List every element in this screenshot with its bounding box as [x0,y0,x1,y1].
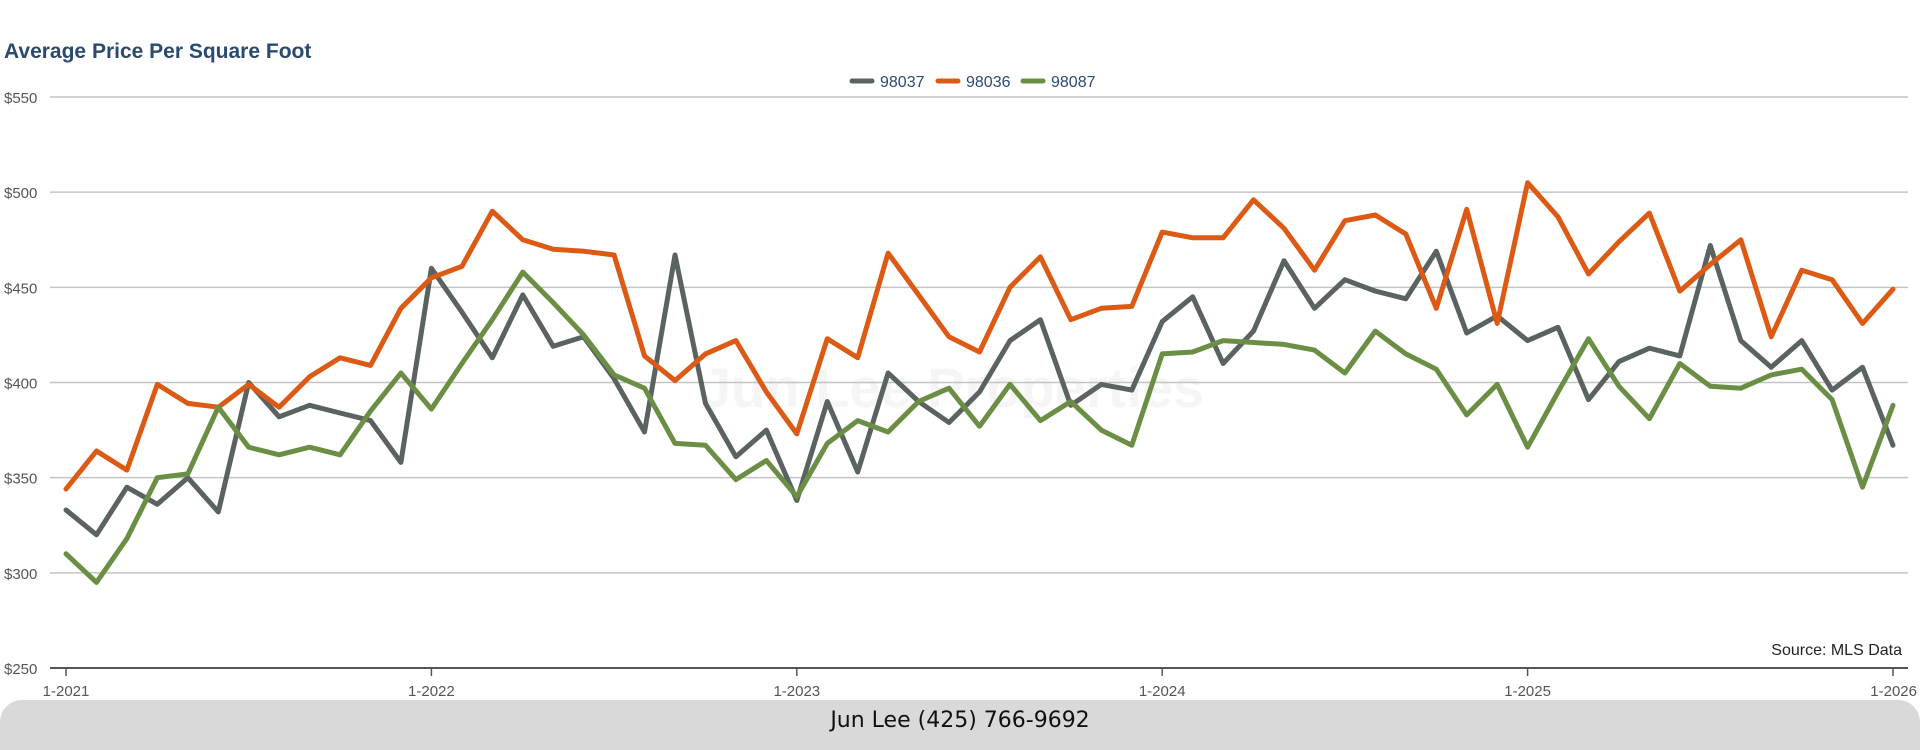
series-line-98037 [63,243,1896,538]
y-tick-label: $250 [4,661,37,678]
footer-contact-text: Jun Lee (425) 766-9692 [830,708,1090,733]
grid-lines [50,96,1908,574]
y-tick-label: $400 [4,376,37,393]
x-tick-label: 1-2023 [773,683,820,700]
y-tick-label: $500 [4,185,37,202]
legend-label: 98037 [880,74,925,91]
y-tick-label: $300 [4,566,37,583]
footer-contact-bar: Jun Lee (425) 766-9692 [0,700,1920,750]
series-line-98036 [63,180,1896,492]
x-tick-label: 1-2026 [1870,683,1917,700]
chart-title: Average Price Per Square Foot [4,40,312,63]
y-tick-label: $550 [4,90,37,107]
x-tick-label: 1-2025 [1504,683,1551,700]
source-label: Source: MLS Data [1771,642,1902,659]
x-tick-label: 1-2022 [408,683,455,700]
y-tick-label: $350 [4,471,37,488]
legend-label: 98036 [966,74,1011,91]
y-tick-label: $450 [4,280,37,297]
line-chart: $250 $300 $350 $400 $450 $500 $550 1-2021 1-2022… [4,74,1917,700]
x-tick-label: 1-2021 [43,683,90,700]
series-line-98087 [63,269,1896,585]
x-tick-label: 1-2024 [1139,683,1186,700]
axes: $250 $300 $350 $400 $450 $500 $550 1-2021 1-2022… [4,90,1917,700]
legend-label: 98087 [1051,74,1096,91]
series-lines [63,180,1896,585]
legend: 98037 98036 98087 [849,74,1096,91]
